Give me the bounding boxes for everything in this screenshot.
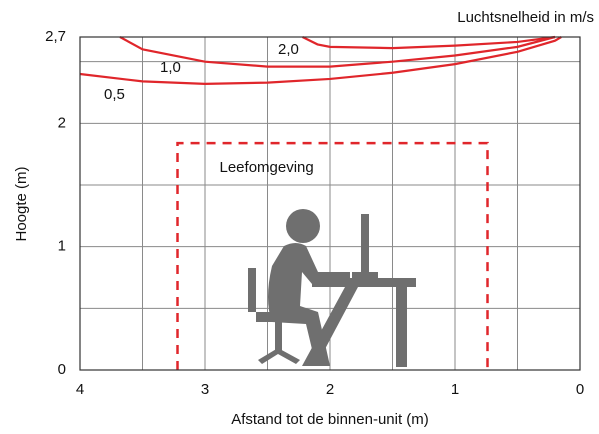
zone-label: Leefomgeving [220,159,314,176]
x-tick-label: 4 [76,381,84,398]
y-tick-label: 2,7 [45,28,66,45]
chair-back [248,268,256,312]
person-icon [248,209,416,367]
body [268,243,350,366]
contour-label: 0,5 [104,86,125,103]
monitor-base [352,272,378,278]
desk-brace [302,287,358,366]
y-tick-label: 2 [58,114,66,131]
monitor [361,214,369,274]
velocity-contour [302,35,556,50]
y-axis-label: Hoogte (m) [13,166,30,241]
desk-leg [396,287,407,367]
chair-seat [256,312,302,322]
chair-base [258,348,300,364]
x-axis-label: Afstand tot de binnen-unit (m) [231,411,429,428]
velocity-contour [79,36,562,85]
chair-post [275,322,282,352]
y-tick-label: 0 [58,361,66,378]
x-tick-label: 3 [201,381,209,398]
x-tick-label: 0 [576,381,584,398]
contour-label: 2,0 [278,41,299,58]
x-tick-label: 1 [451,381,459,398]
zone-outline [176,141,489,370]
annotation: Luchtsnelheid in m/s [457,9,594,26]
velocity-contour [119,35,556,68]
plot-frame [79,36,581,371]
y-tick-label: 1 [58,238,66,255]
x-tick-label: 2 [326,381,334,398]
head [286,209,320,243]
desk-top [312,278,416,287]
contour-label: 1,0 [160,59,181,76]
